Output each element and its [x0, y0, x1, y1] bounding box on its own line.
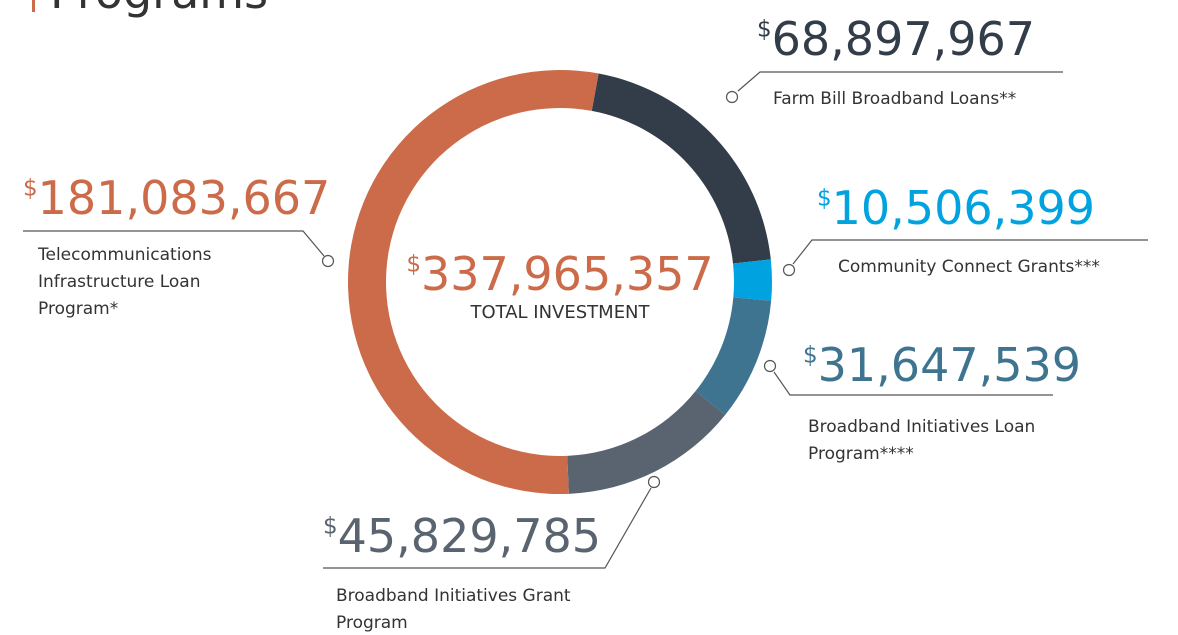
donut-segment	[695, 297, 772, 415]
leader-dot	[647, 475, 661, 489]
leader-line	[23, 230, 325, 257]
leader-line	[773, 371, 1053, 396]
title-bar	[32, 0, 35, 12]
value-label: $10,506,399	[817, 181, 1095, 235]
value-label: $181,083,667	[23, 171, 330, 225]
leader-dot	[763, 359, 777, 373]
value-label: $68,897,967	[757, 12, 1035, 66]
leader-line	[323, 487, 652, 569]
donut-segment	[347, 69, 599, 494]
leader-dot	[725, 90, 739, 104]
leader-line	[737, 71, 1063, 92]
category-label: Community Connect Grants***	[838, 257, 1100, 277]
chart-title: Programs	[50, 0, 268, 19]
leader-dot	[321, 254, 335, 268]
donut-segment	[733, 259, 773, 301]
total-caption: TOTAL INVESTMENT	[469, 302, 650, 323]
category-label: Broadband Initiatives Loan Program****	[808, 417, 1036, 464]
value-label: $45,829,785	[323, 509, 601, 563]
total-label: $337,965,357	[406, 247, 713, 301]
category-label: Telecommunications Infrastructure Loan P…	[38, 245, 212, 319]
donut-segment	[591, 73, 771, 264]
leader-line	[792, 239, 1148, 265]
donut-segment	[567, 391, 726, 494]
leader-dot	[782, 263, 796, 277]
category-label: Farm Bill Broadband Loans**	[773, 89, 1017, 109]
value-label: $31,647,539	[803, 338, 1081, 392]
category-label: Broadband Initiatives Grant Program	[336, 586, 571, 633]
